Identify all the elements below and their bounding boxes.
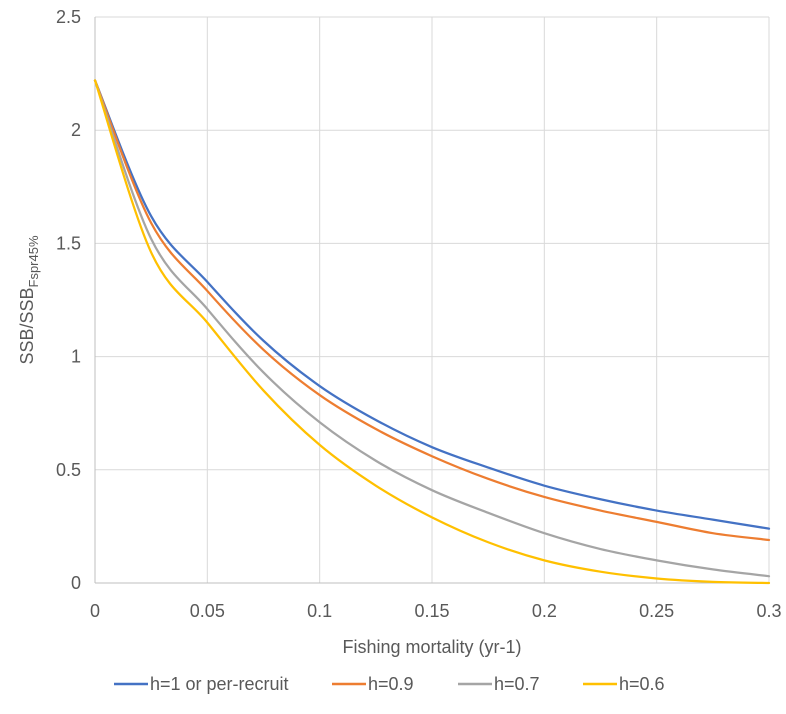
axes xyxy=(94,17,769,584)
series-line-1 xyxy=(93,79,771,530)
legend-label: h=1 or per-recruit xyxy=(150,674,289,694)
legend-item: h=0.7 xyxy=(458,674,540,694)
x-tick-label: 0 xyxy=(90,601,100,621)
x-tick-label: 0.3 xyxy=(756,601,781,621)
x-tick-label: 0.25 xyxy=(639,601,674,621)
y-tick-label: 2.5 xyxy=(56,7,81,27)
tick-labels: 0 0.5 1 1.5 2 2.5 0 0.05 0.1 0.15 0.2 0.25 0.3 xyxy=(56,7,782,621)
y-axis-title-subscript: Fspr45% xyxy=(26,235,41,287)
x-tick-label: 0.05 xyxy=(190,601,225,621)
series-lines xyxy=(93,79,771,585)
legend-item: h=0.6 xyxy=(583,674,665,694)
y-tick-label: 1.5 xyxy=(56,233,81,253)
legend-item: h=0.9 xyxy=(332,674,414,694)
x-tick-label: 0.1 xyxy=(307,601,332,621)
legend-label: h=0.9 xyxy=(368,674,414,694)
legend-label: h=0.6 xyxy=(619,674,665,694)
y-axis-title: SSB/SSBFspr45% xyxy=(17,235,41,365)
grid xyxy=(95,16,770,583)
series-line-2 xyxy=(93,79,771,542)
series-line-3 xyxy=(93,79,771,578)
legend: h=1 or per-recruit h=0.9 h=0.7 h=0.6 xyxy=(114,674,665,694)
x-axis-title: Fishing mortality (yr-1) xyxy=(342,637,521,657)
legend-label: h=0.7 xyxy=(494,674,540,694)
x-tick-label: 0.2 xyxy=(532,601,557,621)
legend-item: h=1 or per-recruit xyxy=(114,674,289,694)
y-tick-label: 2 xyxy=(71,120,81,140)
y-axis-title-main: SSB/SSB xyxy=(17,287,37,364)
series-line-4 xyxy=(93,79,771,585)
x-tick-label: 0.15 xyxy=(414,601,449,621)
y-tick-label: 1 xyxy=(71,347,81,367)
y-tick-label: 0 xyxy=(71,573,81,593)
y-tick-label: 0.5 xyxy=(56,460,81,480)
